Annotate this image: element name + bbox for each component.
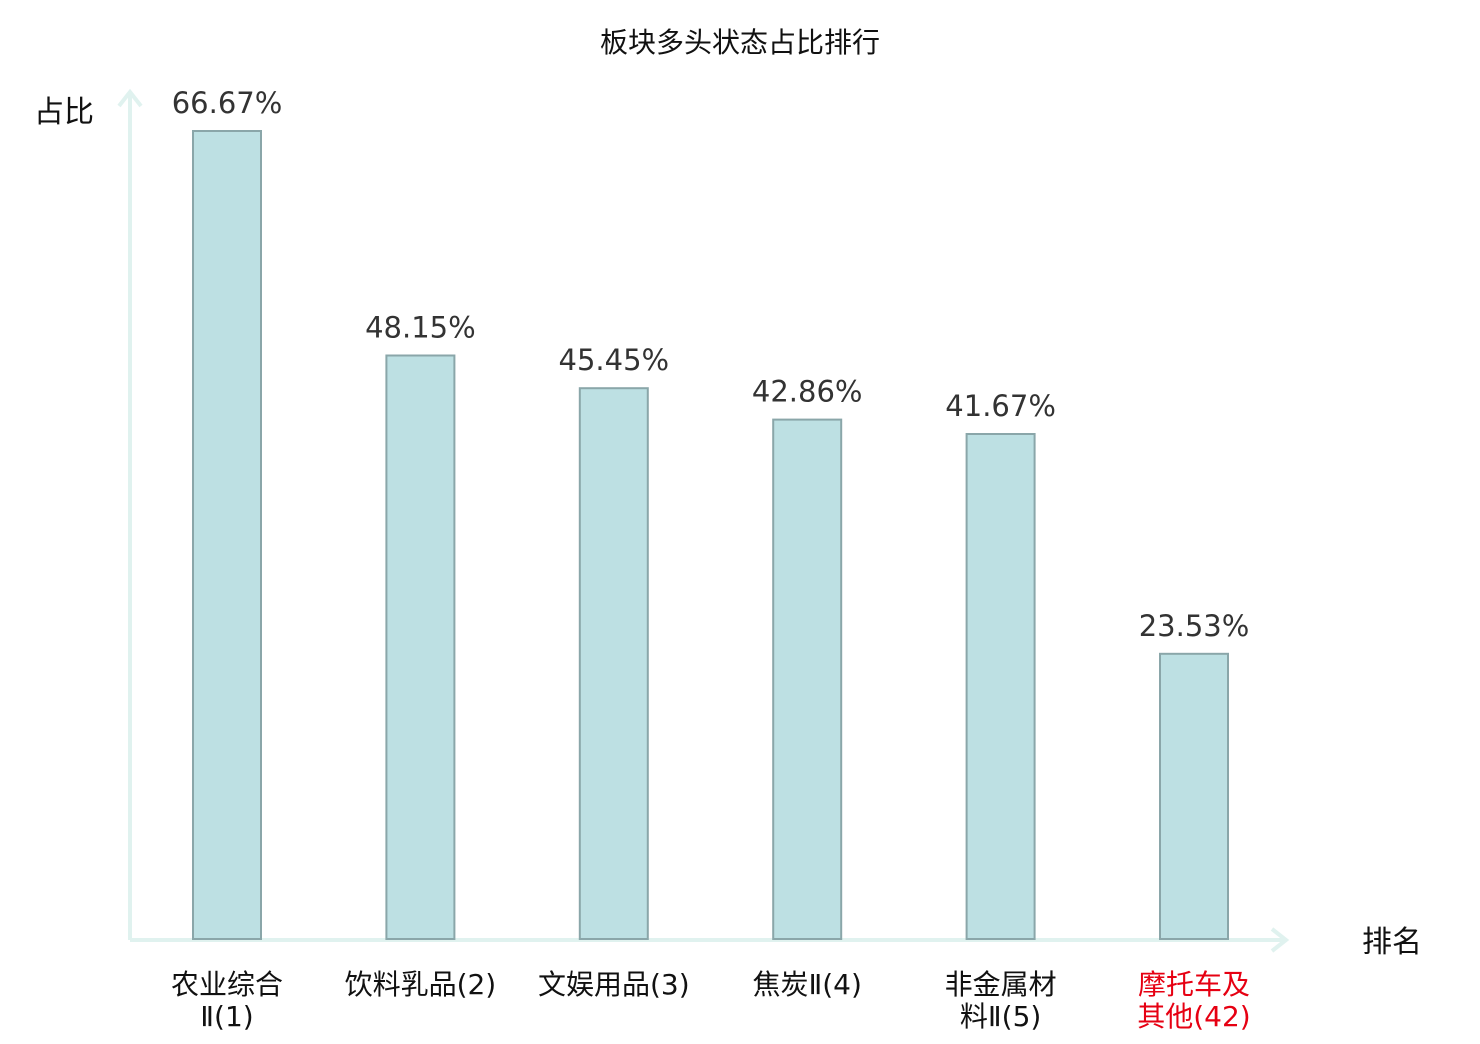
value-label-5: 41.67% (945, 389, 1056, 423)
category-label-line: 其他(42) (1137, 1000, 1250, 1033)
category-label-1: 农业综合 Ⅱ(1) (171, 968, 283, 1033)
bar-4 (772, 418, 843, 941)
category-labels-group: 农业综合 Ⅱ(1) 饮料乳品(2) 文娱用品(3) 焦炭Ⅱ(4) 非金属材料Ⅱ(5) 摩托车… (171, 968, 1251, 1033)
y-axis-label: 占比 (34, 95, 94, 130)
axes (117, 88, 1290, 953)
bar-5 (965, 433, 1036, 940)
value-label-6: 23.53% (1139, 609, 1250, 643)
x-axis-arrow (1270, 927, 1290, 953)
chart-title: 板块多头状态占比排行 (600, 26, 880, 59)
category-label-line: 饮料乳品(2) (345, 968, 497, 1001)
category-label-2: 饮料乳品(2) (345, 968, 497, 1001)
y-axis-arrow (117, 88, 143, 108)
value-label-4: 42.86% (752, 375, 863, 409)
category-label-line: 焦炭Ⅱ(4) (752, 968, 861, 1001)
bars-group (192, 130, 1229, 941)
category-label-line: 非金属材 (945, 968, 1057, 1001)
bar-6 (1159, 652, 1229, 940)
category-label-5: 非金属材料Ⅱ(5) (945, 968, 1057, 1033)
category-label-line: 农业综合 (171, 968, 283, 1001)
category-label-line: 文娱用品(3) (538, 968, 690, 1001)
bar-1 (192, 130, 262, 940)
category-label-4: 焦炭Ⅱ(4) (752, 968, 861, 1001)
value-label-3: 45.45% (559, 343, 670, 377)
value-labels-group: 66.67% 48.15% 45.45% 42.86% 41.67% 23.53% (172, 86, 1250, 643)
category-label-line: 料Ⅱ(5) (960, 1000, 1041, 1033)
value-label-1: 66.67% (172, 86, 283, 120)
bar-2 (385, 354, 456, 940)
value-label-2: 48.15% (365, 311, 476, 345)
category-label-6: 摩托车及其他(42) (1137, 968, 1250, 1033)
x-axis-label: 排名 (1362, 925, 1422, 960)
category-label-3: 文娱用品(3) (538, 968, 690, 1001)
bar-3 (578, 387, 649, 940)
category-label-line: 摩托车及 (1138, 968, 1250, 1001)
category-label-line: Ⅱ(1) (200, 1000, 253, 1033)
